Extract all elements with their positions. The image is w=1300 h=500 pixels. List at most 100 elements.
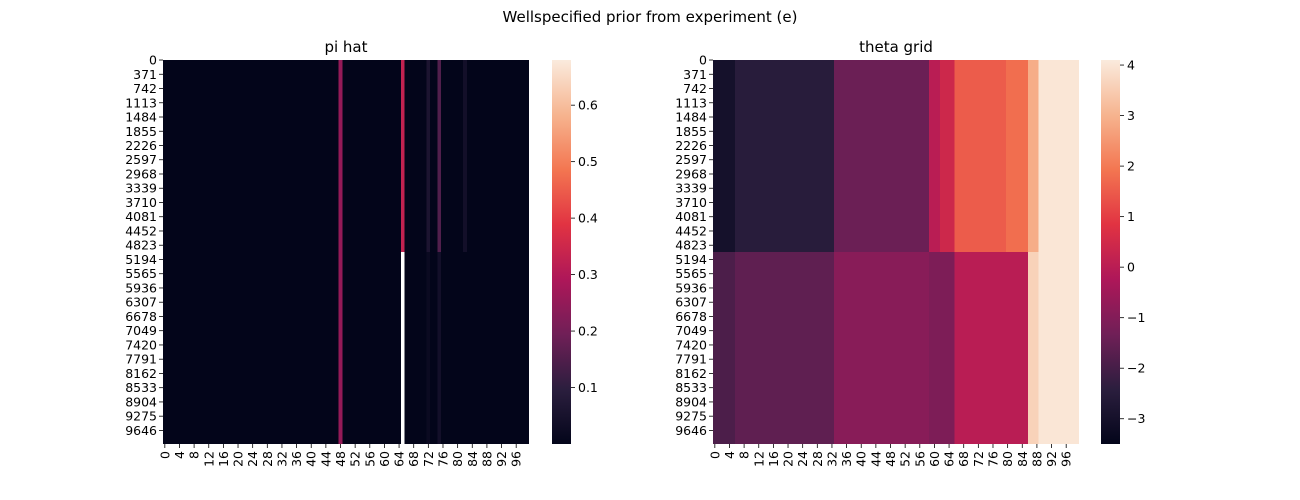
x-tick-label: 20	[231, 451, 246, 467]
colorbar-tick-label: 0.4	[578, 211, 598, 226]
x-tick-label: 24	[245, 451, 260, 467]
x-tick-label: 0	[157, 451, 172, 459]
heatmap-cell-block-3	[426, 60, 431, 252]
heatmap-cell-block-1	[400, 60, 405, 252]
y-tick-label: 5565	[125, 266, 157, 281]
x-tick-label: 88	[479, 451, 494, 467]
y-tick-label: 4452	[675, 223, 707, 238]
x-tick-label: 4	[172, 451, 187, 459]
colorbar-tick-label: −1	[1127, 310, 1145, 325]
heatmap-cell-block-2	[833, 60, 929, 252]
y-tick-label: 5194	[125, 252, 157, 267]
y-tick-label: 1113	[675, 95, 707, 110]
y-tick-label: 371	[133, 67, 157, 82]
x-tick-label: 44	[868, 451, 883, 467]
y-tick-label: 7049	[675, 323, 707, 338]
x-tick-label: 96	[1059, 451, 1074, 467]
x-tick-label: 68	[956, 451, 971, 467]
x-tick-label: 84	[465, 451, 480, 467]
y-tick-label: 6678	[675, 309, 707, 324]
y-tick-label: 1855	[125, 124, 157, 139]
y-tick-label: 8904	[675, 394, 707, 409]
x-tick-label: 44	[318, 451, 333, 467]
x-tick-label: 40	[304, 451, 319, 467]
heatmap-cell-block-12	[928, 252, 955, 444]
x-tick-label: 56	[362, 451, 377, 467]
heatmap-cell-block-5	[954, 60, 1006, 252]
heatmap-panel-theta-grid: theta grid 03717421113148418552226259729…	[675, 38, 1145, 467]
x-tick-label: 88	[1029, 451, 1044, 467]
y-tick-label: 8904	[125, 394, 157, 409]
heatmap-cell-block-11	[833, 252, 929, 444]
y-tick-label: 2968	[675, 166, 707, 181]
x-tick-label: 32	[274, 451, 289, 467]
x-tick-label: 64	[942, 451, 957, 467]
y-tick-label: 5936	[125, 280, 157, 295]
heatmap-cell-block-5	[463, 60, 467, 252]
y-tick-label: 1113	[125, 95, 157, 110]
colorbar-tick-label: 2	[1127, 159, 1135, 174]
heatmap-cell-block-2	[400, 252, 405, 444]
heatmap-cell-block-4	[437, 60, 442, 252]
heatmap-panel-pi-hat: pi hat 037174211131484185522262597296833…	[125, 38, 598, 467]
x-tick-label: 48	[333, 451, 348, 467]
y-tick-label: 8162	[675, 366, 707, 381]
x-tick-label: 76	[435, 451, 450, 467]
y-tick-label: 6307	[675, 295, 707, 310]
heatmap-cell-block-9	[713, 252, 735, 444]
colorbar	[1101, 60, 1120, 444]
y-tick-label: 7049	[125, 323, 157, 338]
colorbar-tick-label: 0.1	[578, 380, 598, 395]
y-tick-label: 3710	[125, 195, 157, 210]
x-tick-label: 12	[201, 451, 216, 467]
x-tick-label: 72	[971, 451, 986, 467]
y-tick-label: 1484	[125, 110, 157, 125]
y-tick-label: 7791	[675, 352, 707, 367]
x-tick-label: 4	[722, 451, 737, 459]
colorbar-tick-label: 0	[1127, 260, 1135, 275]
heatmap-cell-block-13	[954, 252, 1028, 444]
y-tick-label: 3339	[125, 181, 157, 196]
y-tick-label: 7420	[125, 337, 157, 352]
y-tick-label: 9646	[675, 423, 707, 438]
colorbar-tick-label: 3	[1127, 108, 1135, 123]
heatmap-cell-block-6	[426, 252, 431, 444]
x-tick-label: 64	[392, 451, 407, 467]
heatmap-cell-block-4	[939, 60, 955, 252]
y-tick-label: 6307	[125, 295, 157, 310]
y-tick-label: 2226	[675, 138, 707, 153]
x-tick-label: 20	[781, 451, 796, 467]
y-tick-label: 4823	[125, 238, 157, 253]
y-tick-label: 5565	[675, 266, 707, 281]
heatmap-cell-block-3	[928, 60, 940, 252]
x-tick-label: 60	[377, 451, 392, 467]
y-tick-label: 3339	[675, 181, 707, 196]
heatmap-cell-block-10	[734, 252, 834, 444]
y-tick-label: 7791	[125, 352, 157, 367]
colorbar-tick-label: 1	[1127, 209, 1135, 224]
heatmap-title-theta-grid: theta grid	[859, 38, 933, 56]
x-tick-label: 52	[898, 451, 913, 467]
x-tick-label: 92	[494, 451, 509, 467]
y-tick-label: 9275	[125, 409, 157, 424]
x-tick-label: 0	[707, 451, 722, 459]
x-tick-label: 92	[1044, 451, 1059, 467]
y-tick-label: 4081	[675, 209, 707, 224]
y-tick-label: 6678	[125, 309, 157, 324]
colorbar-tick-label: 0.5	[578, 154, 598, 169]
y-tick-label: 1484	[675, 110, 707, 125]
y-tick-label: 4823	[675, 238, 707, 253]
y-tick-label: 2968	[125, 166, 157, 181]
x-tick-label: 80	[1000, 451, 1015, 467]
x-tick-label: 28	[810, 451, 825, 467]
x-tick-label: 36	[839, 451, 854, 467]
y-tick-label: 1855	[675, 124, 707, 139]
x-tick-label: 52	[348, 451, 363, 467]
colorbar-tick-label: 0.2	[578, 324, 598, 339]
heatmap-cell-block-7	[1027, 60, 1039, 252]
y-tick-label: 8162	[125, 366, 157, 381]
y-tick-label: 371	[683, 67, 707, 82]
y-tick-label: 9275	[675, 409, 707, 424]
x-tick-label: 32	[824, 451, 839, 467]
